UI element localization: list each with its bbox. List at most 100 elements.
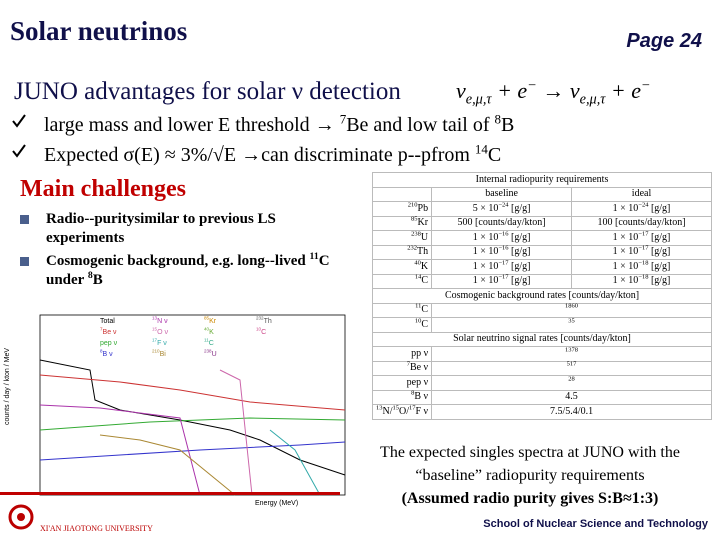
text-part: [g/g] [508, 260, 531, 272]
table-row: 85Kr 500 [counts/day/kton] 100 [counts/day… [371, 215, 712, 231]
text-part: 1 × 10 [612, 202, 639, 214]
cell: 1378 [431, 346, 712, 362]
text-part: Bi [159, 351, 166, 358]
text-part: 1378 [565, 346, 579, 354]
table-row: 232Th 1 × 10−16 [g/g] 1 × 10−17 [g/g] [371, 244, 712, 260]
text-part: 232 [407, 244, 417, 252]
text-part: Th [263, 318, 272, 325]
text-part: 7 [406, 360, 410, 368]
challenge-item: Radio--puritysimilar to previous LS expe… [46, 210, 356, 248]
text-part: [g/g] [648, 260, 671, 272]
text-part: 11 [415, 302, 422, 310]
t: Expected σ(E) ≈ 3%/√E [44, 144, 242, 166]
legend-entry: pep ν [100, 340, 117, 347]
advantages-heading: JUNO advantages for solar ν detection [14, 78, 401, 105]
legend-entry: 8B ν [100, 349, 113, 358]
legend-entry: 17F ν [152, 338, 167, 347]
bullet [20, 257, 29, 266]
cell: 500 [counts/day/kton] [431, 215, 573, 231]
cell [371, 186, 433, 202]
text-part: 11 [204, 337, 209, 343]
text-part: [g/g] [508, 231, 531, 243]
bullet [20, 215, 29, 224]
t: 7 [339, 111, 347, 127]
table-row: 10C 35 [371, 317, 712, 333]
caption-note: (Assumed radio purity gives S:B≈1:3) [401, 490, 659, 507]
text-part: N ν [157, 318, 168, 325]
row-label: 10C [371, 317, 433, 333]
text-part: 4.5 [565, 391, 578, 403]
row-label: pep ν [371, 375, 433, 391]
text-part: 17 [409, 404, 416, 412]
text-part: 1860 [565, 302, 579, 310]
table-row: 8B ν 4.5 [371, 389, 712, 405]
cell: 1 × 10−17 [g/g] [571, 230, 712, 246]
cell: 1860 [431, 302, 712, 318]
text-part: C [421, 318, 429, 330]
text-part: U [420, 231, 429, 243]
legend-entry: 238U [204, 349, 217, 358]
text-part: Be ν [102, 329, 117, 336]
text-part: −24 [498, 201, 509, 209]
t: + e [497, 78, 528, 103]
t: + e [610, 78, 642, 103]
text-part: 5 × 10 [472, 202, 499, 214]
cell: 1 × 10−17 [g/g] [431, 273, 573, 289]
text-part: 1 × 10 [472, 260, 499, 272]
school-name: School of Nuclear Science and Technology [483, 518, 708, 530]
advantage-item: large mass and lower E threshold → 7Be a… [44, 111, 515, 137]
text-part: F ν [415, 405, 429, 417]
text-part: 40 [414, 259, 421, 267]
university-name: XI'AN JIAOTONG UNIVERSITY [40, 524, 153, 533]
text-part: 85 [411, 215, 418, 223]
text-part: 517 [566, 360, 577, 368]
t: B [501, 114, 515, 136]
t: can discriminate p--pfrom [261, 144, 475, 166]
row-label: 8B ν [371, 389, 433, 405]
t: − [641, 77, 651, 94]
legend-entry: 40K [204, 327, 214, 336]
text-part: [g/g] [508, 275, 531, 287]
text-part: O/ [399, 405, 409, 417]
text-part: 100 [counts/day/kton] [597, 217, 686, 229]
t: ν [456, 78, 466, 103]
text-part: 8 [411, 389, 415, 397]
text-part: U [211, 351, 217, 358]
legend-entry: 7Be ν [100, 326, 117, 336]
text-part: 7 [100, 326, 103, 332]
text-part: 232 [256, 315, 264, 321]
page-number: Page 24 [626, 30, 702, 52]
row-label: pp ν [371, 346, 433, 362]
cell: 5 × 10−24 [g/g] [431, 201, 573, 217]
text-part: 238 [411, 230, 421, 238]
t: 8 [87, 270, 93, 281]
t: e,μ,τ [579, 91, 606, 108]
text-part: 1 × 10 [612, 260, 639, 272]
table-row: 238U 1 × 10−16 [g/g] 1 × 10−17 [g/g] [371, 230, 712, 246]
cell: 1 × 10−16 [g/g] [431, 230, 573, 246]
t: B [92, 272, 103, 288]
legend-entry: 10C [256, 327, 266, 336]
table-row: Solar neutrino signal rates [counts/day/… [372, 331, 712, 347]
t: → [314, 114, 340, 136]
cell: 1 × 10−24 [g/g] [571, 201, 712, 217]
text-part: C [421, 275, 429, 287]
reaction: νe,μ,τ + e− → νe,μ,τ + e− [456, 77, 651, 108]
text-part: K [209, 329, 214, 336]
text-part: Total [100, 318, 115, 325]
text-part: 210 [152, 348, 160, 354]
text-part: 1 × 10 [612, 231, 639, 243]
table-row: pp ν 1378 [371, 346, 712, 362]
t: Cosmogenic background, e.g. long--lived [46, 253, 310, 269]
cell: 7.5/5.4/0.1 [431, 404, 712, 420]
text-part: 14 [414, 273, 422, 281]
cell: 517 [431, 360, 712, 376]
text-part: Be ν [409, 362, 429, 374]
row-label: 14C [371, 273, 433, 289]
text-part: Pb [417, 202, 429, 214]
t: large mass and lower E threshold [44, 114, 315, 136]
legend-entry: 210Bi [152, 348, 166, 358]
t: e,μ,τ [465, 91, 492, 108]
text-part: −17 [638, 230, 649, 238]
